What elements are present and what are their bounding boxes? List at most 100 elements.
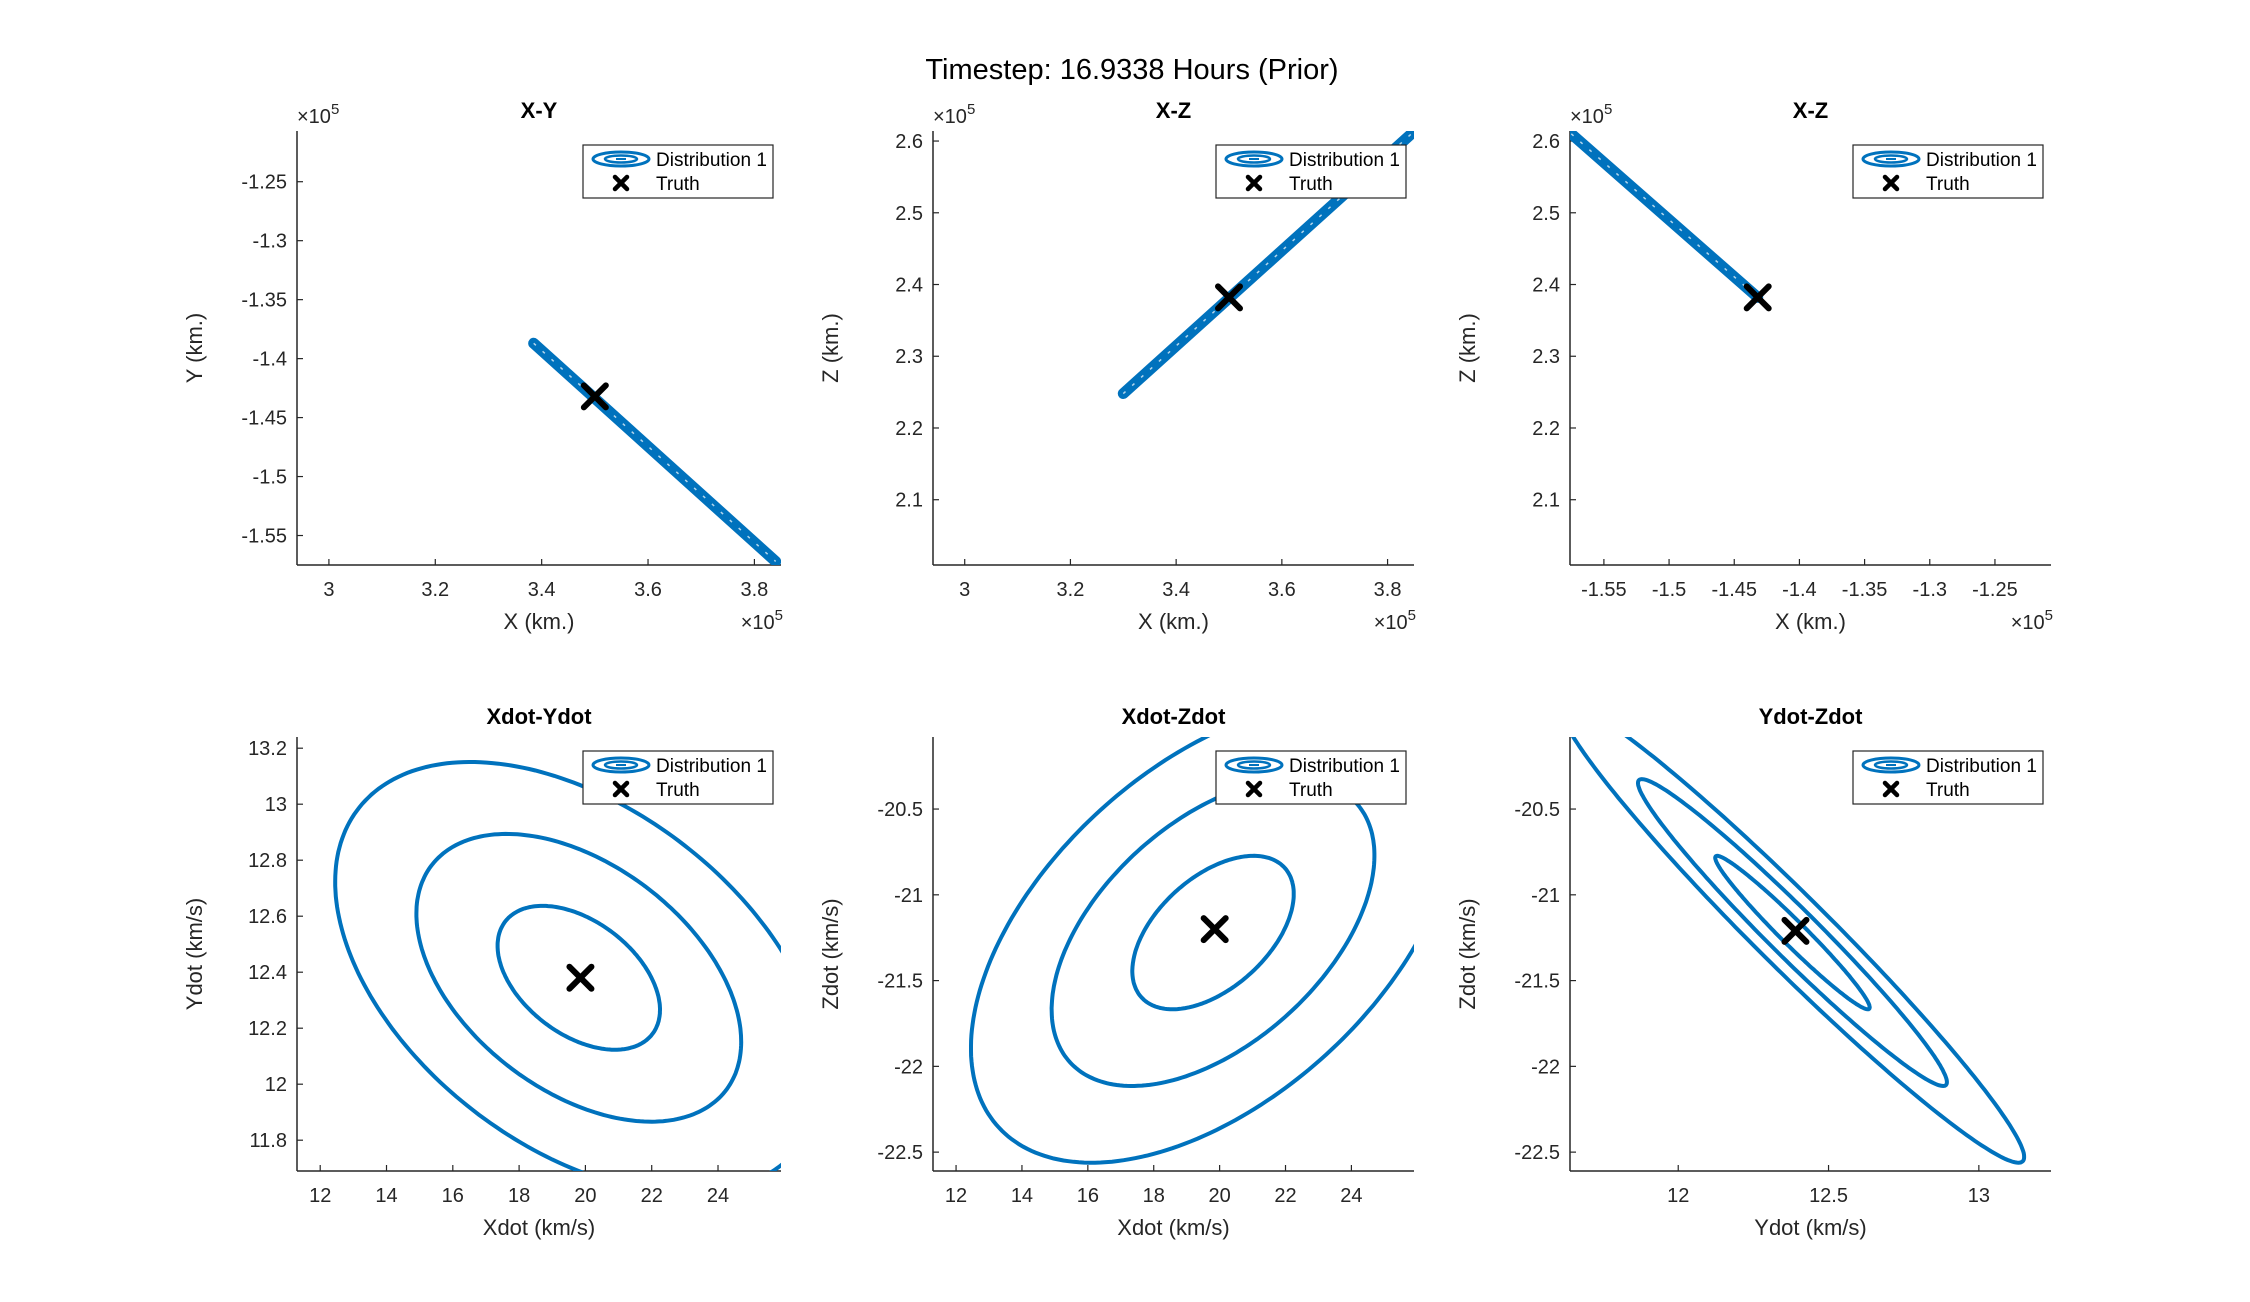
x-axis-label: Ydot (km/s)	[1754, 1215, 1866, 1240]
y-tick-label: -21	[894, 885, 923, 907]
x-axis-label: X (km.)	[504, 609, 575, 634]
legend-label-truth: Truth	[656, 174, 700, 195]
distribution-band-core	[1570, 133, 1759, 298]
x-tick-label: 12	[945, 1185, 967, 1207]
legend-ellipse-icon	[1861, 756, 1921, 774]
x-tick-label: 3	[323, 579, 334, 601]
y-tick-label: 2.4	[895, 275, 923, 297]
y-tick-label: -21.5	[877, 971, 923, 993]
x-tick-label: 3.6	[1268, 579, 1296, 601]
y-axis-label: Ydot (km/s)	[182, 898, 207, 1010]
distribution-contour-1sigma	[1713, 853, 1872, 1012]
y-tick-label: -1.25	[241, 172, 287, 194]
x-tick-label: 3.4	[528, 579, 556, 601]
legend-label-distribution: Distribution 1	[1289, 756, 1400, 777]
legend-ellipse-icon	[1861, 150, 1921, 168]
truth-marker	[1200, 915, 1229, 944]
legend-truth-icon	[1245, 174, 1263, 192]
y-tick-label: 2.3	[895, 346, 923, 368]
legend-truth-icon	[612, 780, 630, 798]
y-tick-label: 12.6	[248, 906, 287, 928]
x-tick-label: 3.8	[1374, 579, 1402, 601]
y-tick-label: 12.4	[248, 962, 287, 984]
x-tick-label: 20	[1208, 1185, 1230, 1207]
y-tick-label: -22	[1531, 1056, 1560, 1078]
subplot-vxvy: 12 14 16 18 20 22 24 11.8 12 12.2 12.4 12.6 12.8 13 13…	[182, 704, 781, 1240]
legend-label-truth: Truth	[1926, 780, 1970, 801]
legend-label-truth: Truth	[1289, 174, 1333, 195]
legend-ellipse-icon	[591, 150, 651, 168]
y-axis-label: Z (km.)	[1455, 313, 1480, 383]
legend-label-truth: Truth	[656, 780, 700, 801]
legend: Distribution 1 Truth	[1215, 144, 1407, 199]
y-exponent-label: ×105	[297, 101, 339, 128]
y-tick-label: -22.5	[877, 1142, 923, 1164]
y-tick-label: 2.5	[1532, 203, 1560, 225]
x-tick-label: 3.2	[1057, 579, 1085, 601]
y-tick-label: -1.55	[241, 526, 287, 548]
y-axis-label: Zdot (km/s)	[818, 898, 843, 1009]
legend-label-distribution: Distribution 1	[1926, 756, 2037, 777]
figure-title: Timestep: 16.9338 Hours (Prior)	[925, 54, 1338, 86]
distribution-contour-1sigma	[495, 903, 662, 1052]
legend: Distribution 1 Truth	[582, 750, 774, 805]
subplot-vxvz: 12 14 16 18 20 22 24 -20.5 -21 -21.5 -22 -22.5 Xdot-…	[818, 704, 1414, 1240]
x-tick-label: 22	[1274, 1185, 1296, 1207]
y-axis-label: Y (km.)	[182, 313, 207, 383]
y-tick-label: -20.5	[1514, 799, 1560, 821]
y-tick-label: -1.3	[253, 231, 287, 253]
truth-marker	[1781, 916, 1810, 945]
legend-label-distribution: Distribution 1	[656, 150, 767, 171]
subplot-title: Ydot-Zdot	[1759, 704, 1864, 729]
y-tick-label: 12.8	[248, 850, 287, 872]
y-tick-label: 2.1	[1532, 490, 1560, 512]
subplot-title: Xdot-Zdot	[1122, 704, 1227, 729]
distribution-contour-2sigma	[1636, 777, 1949, 1089]
legend-ellipse-icon	[591, 756, 651, 774]
plot-area	[333, 760, 781, 1171]
subplot-title: X-Z	[1156, 98, 1191, 123]
x-tick-label: 14	[375, 1185, 397, 1207]
y-tick-label: -1.4	[253, 349, 287, 371]
x-axis-label: X (km.)	[1775, 609, 1846, 634]
y-tick-label: 2.6	[1532, 131, 1560, 153]
y-tick-label: -22.5	[1514, 1142, 1560, 1164]
legend-truth-icon	[612, 174, 630, 192]
y-tick-label: 2.6	[895, 131, 923, 153]
legend-label-distribution: Distribution 1	[656, 756, 767, 777]
x-tick-label: 12	[309, 1185, 331, 1207]
x-tick-label: -1.45	[1711, 579, 1757, 601]
x-tick-label: 3.8	[741, 579, 769, 601]
x-tick-label: 16	[1077, 1185, 1099, 1207]
subplot-yz: -1.55 -1.5 -1.45 -1.4 -1.35 -1.3 -1.25 2.1 2.2 2.…	[1455, 98, 2053, 634]
truth-marker	[1743, 283, 1772, 312]
legend: Distribution 1 Truth	[582, 144, 774, 199]
x-tick-label: 3.2	[421, 579, 449, 601]
distribution-contour-2sigma	[414, 831, 744, 1124]
x-tick-label: 20	[574, 1185, 596, 1207]
x-tick-label: -1.3	[1913, 579, 1947, 601]
x-tick-label: 12.5	[1809, 1185, 1848, 1207]
x-tick-label: -1.35	[1842, 579, 1888, 601]
y-tick-label: 2.2	[895, 418, 923, 440]
x-tick-label: 3	[959, 579, 970, 601]
legend: Distribution 1 Truth	[1852, 750, 2044, 805]
x-exponent-label: ×105	[741, 607, 783, 634]
legend-truth-icon	[1245, 780, 1263, 798]
x-axis-label: Xdot (km/s)	[1117, 1215, 1229, 1240]
y-tick-label: 2.2	[1532, 418, 1560, 440]
legend-label-distribution: Distribution 1	[1926, 150, 2037, 171]
x-tick-label: 12	[1667, 1185, 1689, 1207]
x-tick-label: 18	[508, 1185, 530, 1207]
y-tick-label: 11.8	[250, 1130, 287, 1152]
y-tick-label: -22	[894, 1056, 923, 1078]
x-tick-label: 24	[1340, 1185, 1362, 1207]
y-tick-label: 13	[265, 794, 287, 816]
x-tick-label: 14	[1011, 1185, 1033, 1207]
plot-area	[1570, 737, 2027, 1165]
legend-box	[1215, 144, 1407, 199]
subplot-title: Xdot-Ydot	[486, 704, 592, 729]
y-exponent-label: ×105	[933, 101, 975, 128]
x-tick-label: 16	[442, 1185, 464, 1207]
